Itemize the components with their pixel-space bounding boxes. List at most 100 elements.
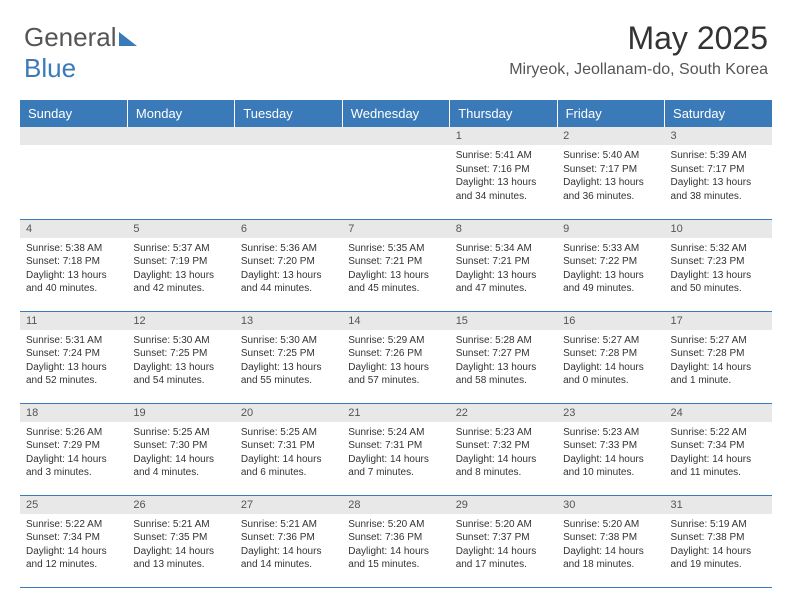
day-number: 29 <box>450 496 557 514</box>
sunset-line: Sunset: 7:17 PM <box>563 163 658 177</box>
sunset-line: Sunset: 7:25 PM <box>133 347 228 361</box>
daylight-line: Daylight: 14 hours and 3 minutes. <box>26 453 121 480</box>
day-number: 30 <box>557 496 664 514</box>
calendar-day-cell: 27Sunrise: 5:21 AMSunset: 7:36 PMDayligh… <box>235 495 342 587</box>
sunrise-line: Sunrise: 5:23 AM <box>456 426 551 440</box>
sunset-line: Sunset: 7:24 PM <box>26 347 121 361</box>
daylight-line: Daylight: 13 hours and 50 minutes. <box>671 269 766 296</box>
day-details: Sunrise: 5:20 AMSunset: 7:37 PMDaylight:… <box>450 514 557 576</box>
sunrise-line: Sunrise: 5:30 AM <box>133 334 228 348</box>
day-details: Sunrise: 5:27 AMSunset: 7:28 PMDaylight:… <box>665 330 772 392</box>
sunrise-line: Sunrise: 5:40 AM <box>563 149 658 163</box>
sunset-line: Sunset: 7:22 PM <box>563 255 658 269</box>
day-number: 28 <box>342 496 449 514</box>
day-number: 23 <box>557 404 664 422</box>
sunset-line: Sunset: 7:21 PM <box>456 255 551 269</box>
weekday-header: Friday <box>557 100 664 127</box>
calendar-day-cell: 4Sunrise: 5:38 AMSunset: 7:18 PMDaylight… <box>20 219 127 311</box>
day-number <box>20 127 127 145</box>
day-number: 6 <box>235 220 342 238</box>
sunset-line: Sunset: 7:37 PM <box>456 531 551 545</box>
calendar-day-cell <box>342 127 449 219</box>
daylight-line: Daylight: 14 hours and 18 minutes. <box>563 545 658 572</box>
weekday-header: Tuesday <box>235 100 342 127</box>
daylight-line: Daylight: 14 hours and 15 minutes. <box>348 545 443 572</box>
calendar-day-cell: 11Sunrise: 5:31 AMSunset: 7:24 PMDayligh… <box>20 311 127 403</box>
day-number: 8 <box>450 220 557 238</box>
calendar-day-cell: 15Sunrise: 5:28 AMSunset: 7:27 PMDayligh… <box>450 311 557 403</box>
day-number: 2 <box>557 127 664 145</box>
sunset-line: Sunset: 7:20 PM <box>241 255 336 269</box>
day-details: Sunrise: 5:40 AMSunset: 7:17 PMDaylight:… <box>557 145 664 207</box>
day-number: 17 <box>665 312 772 330</box>
day-number <box>235 127 342 145</box>
sunrise-line: Sunrise: 5:26 AM <box>26 426 121 440</box>
calendar-day-cell: 10Sunrise: 5:32 AMSunset: 7:23 PMDayligh… <box>665 219 772 311</box>
sunrise-line: Sunrise: 5:36 AM <box>241 242 336 256</box>
day-number: 18 <box>20 404 127 422</box>
calendar-week-row: 25Sunrise: 5:22 AMSunset: 7:34 PMDayligh… <box>20 495 772 587</box>
sunset-line: Sunset: 7:30 PM <box>133 439 228 453</box>
calendar-day-cell: 20Sunrise: 5:25 AMSunset: 7:31 PMDayligh… <box>235 403 342 495</box>
day-number: 13 <box>235 312 342 330</box>
sunset-line: Sunset: 7:23 PM <box>671 255 766 269</box>
day-details: Sunrise: 5:39 AMSunset: 7:17 PMDaylight:… <box>665 145 772 207</box>
daylight-line: Daylight: 13 hours and 38 minutes. <box>671 176 766 203</box>
day-number: 27 <box>235 496 342 514</box>
calendar-table: Sunday Monday Tuesday Wednesday Thursday… <box>20 100 772 588</box>
day-details: Sunrise: 5:37 AMSunset: 7:19 PMDaylight:… <box>127 238 234 300</box>
calendar-day-cell: 23Sunrise: 5:23 AMSunset: 7:33 PMDayligh… <box>557 403 664 495</box>
sunrise-line: Sunrise: 5:33 AM <box>563 242 658 256</box>
calendar-day-cell <box>20 127 127 219</box>
sunrise-line: Sunrise: 5:27 AM <box>563 334 658 348</box>
day-number: 11 <box>20 312 127 330</box>
daylight-line: Daylight: 13 hours and 57 minutes. <box>348 361 443 388</box>
calendar-day-cell: 16Sunrise: 5:27 AMSunset: 7:28 PMDayligh… <box>557 311 664 403</box>
daylight-line: Daylight: 14 hours and 8 minutes. <box>456 453 551 480</box>
day-number: 20 <box>235 404 342 422</box>
day-number <box>342 127 449 145</box>
calendar-day-cell: 29Sunrise: 5:20 AMSunset: 7:37 PMDayligh… <box>450 495 557 587</box>
day-number: 14 <box>342 312 449 330</box>
day-details: Sunrise: 5:21 AMSunset: 7:35 PMDaylight:… <box>127 514 234 576</box>
day-details: Sunrise: 5:21 AMSunset: 7:36 PMDaylight:… <box>235 514 342 576</box>
sunrise-line: Sunrise: 5:20 AM <box>563 518 658 532</box>
sunrise-line: Sunrise: 5:37 AM <box>133 242 228 256</box>
day-number: 16 <box>557 312 664 330</box>
daylight-line: Daylight: 13 hours and 54 minutes. <box>133 361 228 388</box>
calendar-day-cell: 3Sunrise: 5:39 AMSunset: 7:17 PMDaylight… <box>665 127 772 219</box>
calendar-day-cell: 12 Sunrise: 5:30 AMSunset: 7:25 PMDayligh… <box>127 311 234 403</box>
calendar-day-cell: 31Sunrise: 5:19 AMSunset: 7:38 PMDayligh… <box>665 495 772 587</box>
daylight-line: Daylight: 14 hours and 4 minutes. <box>133 453 228 480</box>
day-number: 3 <box>665 127 772 145</box>
sunset-line: Sunset: 7:27 PM <box>456 347 551 361</box>
day-number: 12 <box>127 312 234 330</box>
sunrise-line: Sunrise: 5:27 AM <box>671 334 766 348</box>
daylight-line: Daylight: 13 hours and 40 minutes. <box>26 269 121 296</box>
day-details: Sunrise: 5:25 AMSunset: 7:30 PMDaylight:… <box>127 422 234 484</box>
daylight-line: Daylight: 13 hours and 42 minutes. <box>133 269 228 296</box>
calendar-day-cell: 2Sunrise: 5:40 AMSunset: 7:17 PMDaylight… <box>557 127 664 219</box>
day-details: Sunrise: 5:20 AMSunset: 7:36 PMDaylight:… <box>342 514 449 576</box>
day-details: Sunrise: 5:20 AMSunset: 7:38 PMDaylight:… <box>557 514 664 576</box>
daylight-line: Daylight: 14 hours and 14 minutes. <box>241 545 336 572</box>
day-number <box>127 127 234 145</box>
calendar-day-cell <box>127 127 234 219</box>
day-details: Sunrise: 5:28 AMSunset: 7:27 PMDaylight:… <box>450 330 557 392</box>
weekday-header-row: Sunday Monday Tuesday Wednesday Thursday… <box>20 100 772 127</box>
day-number: 22 <box>450 404 557 422</box>
page-header: May 2025 Miryeok, Jeollanam-do, South Ko… <box>509 20 768 79</box>
daylight-line: Daylight: 13 hours and 45 minutes. <box>348 269 443 296</box>
day-details: Sunrise: 5:38 AMSunset: 7:18 PMDaylight:… <box>20 238 127 300</box>
calendar-week-row: 11Sunrise: 5:31 AMSunset: 7:24 PMDayligh… <box>20 311 772 403</box>
daylight-line: Daylight: 13 hours and 44 minutes. <box>241 269 336 296</box>
day-details: Sunrise: 5:33 AMSunset: 7:22 PMDaylight:… <box>557 238 664 300</box>
weekday-header: Sunday <box>20 100 127 127</box>
day-details: Sunrise: 5:23 AMSunset: 7:33 PMDaylight:… <box>557 422 664 484</box>
day-number: 26 <box>127 496 234 514</box>
daylight-line: Daylight: 14 hours and 11 minutes. <box>671 453 766 480</box>
sunset-line: Sunset: 7:36 PM <box>241 531 336 545</box>
calendar-day-cell: 22Sunrise: 5:23 AMSunset: 7:32 PMDayligh… <box>450 403 557 495</box>
sunset-line: Sunset: 7:34 PM <box>671 439 766 453</box>
calendar-day-cell: 28Sunrise: 5:20 AMSunset: 7:36 PMDayligh… <box>342 495 449 587</box>
